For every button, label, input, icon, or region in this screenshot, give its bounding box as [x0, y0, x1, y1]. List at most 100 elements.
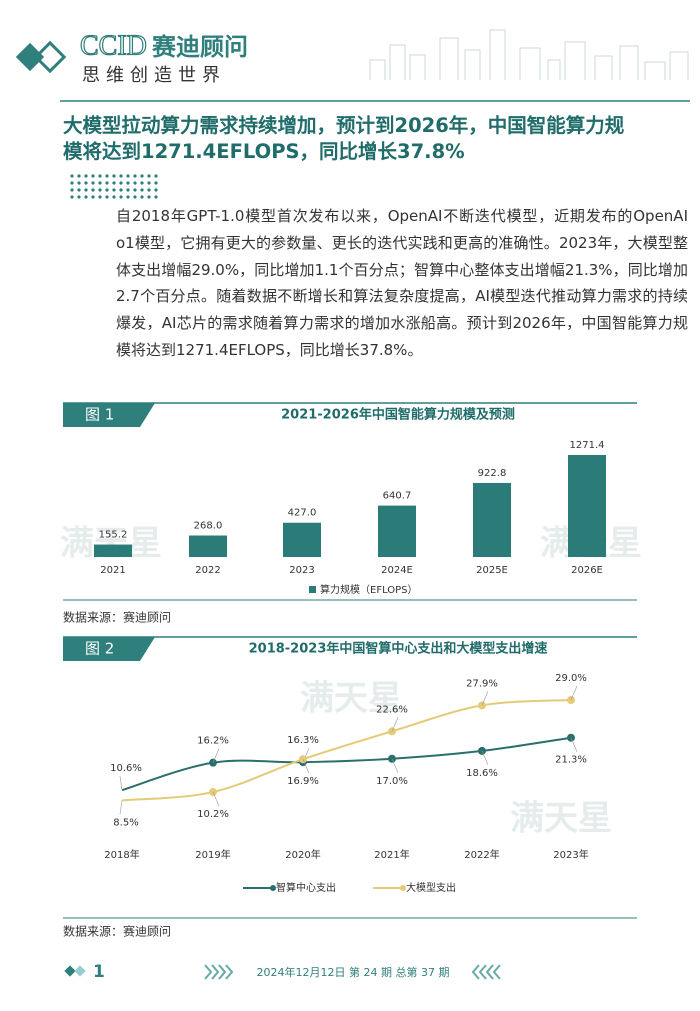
dot [154, 181, 158, 185]
data-label: 1271.4 [570, 440, 605, 451]
legend-label: 算力规模（EFLOPS） [320, 583, 418, 596]
data-label: 640.7 [383, 491, 412, 502]
legend-label: 大模型支出 [406, 881, 456, 894]
x-tick-label: 2020年 [285, 848, 320, 861]
x-tick-label: 2024E [381, 565, 413, 576]
dot [91, 188, 95, 192]
x-tick-label: 2018年 [104, 848, 139, 861]
x-tick-label: 2019年 [195, 848, 230, 861]
x-tick-label: 2022年 [464, 848, 499, 861]
line [121, 699, 572, 802]
leader [302, 759, 310, 774]
legend-dot [400, 885, 406, 891]
dot [98, 181, 102, 185]
data-label: 268.0 [194, 520, 223, 531]
bar [189, 535, 227, 557]
x-tick-label: 2021 [100, 565, 125, 576]
dot [70, 195, 74, 199]
dot [119, 181, 123, 185]
x-tick-label: 2026E [571, 565, 603, 576]
dot [147, 174, 151, 178]
data-label: 155.2 [99, 530, 128, 541]
data-label: 16.3% [287, 735, 319, 746]
dot [105, 181, 109, 185]
figure-1-frame [63, 402, 637, 601]
dot [77, 195, 81, 199]
dot [112, 188, 116, 192]
dot [147, 188, 151, 192]
dot [147, 195, 151, 199]
dot [140, 195, 144, 199]
legend-dot [270, 885, 276, 891]
dot [77, 181, 81, 185]
legend-label: 智算中心支出 [276, 881, 336, 894]
bar [568, 455, 606, 557]
watermark: 满天星 [300, 679, 402, 719]
figure-2-frame [63, 636, 637, 919]
leader [391, 758, 399, 773]
dot [140, 174, 144, 178]
dot [133, 188, 137, 192]
dot [84, 188, 88, 192]
dot [154, 174, 158, 178]
bar [283, 522, 321, 557]
x-tick-label: 2022 [195, 565, 220, 576]
data-label: 27.9% [466, 678, 498, 689]
issue: 2024年12月12日 第 24 期 总第 37 期 [257, 965, 450, 979]
brand: 赛迪顾问 [151, 33, 248, 61]
dot [126, 195, 130, 199]
dot [140, 181, 144, 185]
leader [481, 691, 489, 706]
data-label: 10.2% [197, 809, 229, 820]
dot [91, 174, 95, 178]
dot [119, 195, 123, 199]
dot [105, 188, 109, 192]
leader [570, 737, 578, 752]
chart-title: 2021-2026年中国智能算力规模及预测 [281, 407, 515, 423]
bar [473, 482, 511, 557]
data-label: 21.3% [555, 755, 587, 766]
dot [91, 195, 95, 199]
data-label: 18.6% [466, 768, 498, 779]
data-label: 22.6% [376, 704, 408, 715]
dot [98, 188, 102, 192]
slogan: 思维创造世界 [82, 65, 226, 86]
data-label: 29.0% [555, 673, 587, 684]
dot [147, 181, 151, 185]
dot [112, 195, 116, 199]
leader [212, 791, 220, 807]
dot [98, 174, 102, 178]
chart-title: 2018-2023年中国智算中心支出和大模型支出增速 [249, 641, 548, 657]
page-number: 1 [93, 962, 105, 982]
dot [70, 181, 74, 185]
dot [119, 174, 123, 178]
dot [133, 174, 137, 178]
x-tick-label: 2023 [289, 565, 314, 576]
dot [154, 195, 158, 199]
dot [105, 195, 109, 199]
data-label: 10.6% [110, 763, 142, 774]
leader [119, 800, 123, 815]
dot [77, 174, 81, 178]
dot [84, 195, 88, 199]
dot [140, 188, 144, 192]
dot [98, 195, 102, 199]
data-label: 17.0% [376, 776, 408, 787]
x-tick-label: 2023年 [553, 848, 588, 861]
dot [112, 181, 116, 185]
leader [570, 685, 578, 701]
dot [126, 188, 130, 192]
dot [126, 174, 130, 178]
legend-swatch [309, 586, 316, 593]
dot [133, 195, 137, 199]
bar [94, 544, 132, 557]
watermark: 满天星 [510, 799, 612, 839]
data-label: 427.0 [288, 508, 317, 519]
leader [481, 750, 489, 766]
source: 数据来源：赛迪顾问 [63, 610, 171, 625]
x-tick-label: 2021年 [374, 848, 409, 861]
leader [119, 776, 123, 791]
figure-label: 图 2 [85, 640, 114, 658]
dot [105, 174, 109, 178]
dot [84, 174, 88, 178]
